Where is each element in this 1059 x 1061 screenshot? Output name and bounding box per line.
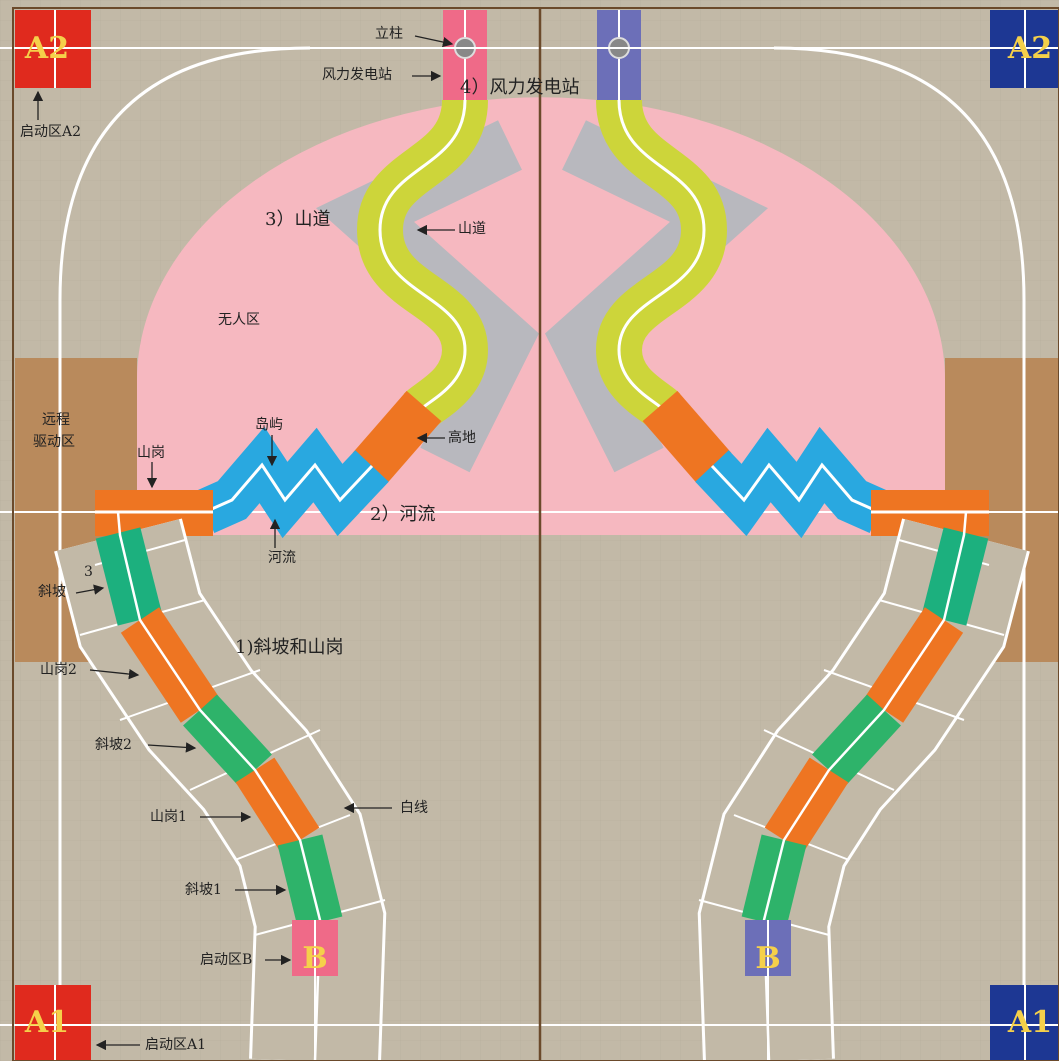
label: 斜坡1 xyxy=(185,882,222,898)
label: 河流 xyxy=(268,550,296,566)
label: 启动区A2 xyxy=(20,124,81,140)
arrow xyxy=(75,584,105,595)
label: 无人区 xyxy=(218,312,260,328)
corner-label: A1 xyxy=(1007,1005,1052,1040)
label: 立柱 xyxy=(375,26,403,42)
start-b-label: B xyxy=(302,941,327,976)
label: 启动区A1 xyxy=(145,1037,206,1053)
label: 山岗1 xyxy=(150,809,187,825)
label: 高地 xyxy=(448,429,476,446)
label: 驱动区 xyxy=(33,434,75,450)
corner-label: A2 xyxy=(1007,31,1052,66)
section-title: 4）风力发电站 xyxy=(460,77,579,98)
annotations: 立柱 风力发电站 启动区A2 山道 无人区 远程 驱动区 山岗 岛屿 高地 河流… xyxy=(20,26,486,1053)
border xyxy=(12,7,1059,1061)
section-title: 1)斜坡和山岗 xyxy=(235,637,343,658)
label: 远程 xyxy=(42,412,70,428)
label: 岛屿 xyxy=(255,417,283,433)
label: 3 xyxy=(84,564,93,580)
arrow xyxy=(147,742,197,753)
white-lines xyxy=(0,10,1059,1061)
white-lines xyxy=(314,920,769,1061)
section-title: 3）山道 xyxy=(265,209,330,230)
arrow xyxy=(414,35,454,48)
label: 斜坡 xyxy=(38,584,66,600)
section-title: 2）河流 xyxy=(370,504,435,525)
label: 山岗2 xyxy=(40,662,77,678)
arrow xyxy=(89,668,140,680)
corner-label: A1 xyxy=(24,1005,69,1040)
label: 启动区B xyxy=(200,952,252,968)
start-b-label: B xyxy=(755,941,780,976)
label: 风力发电站 xyxy=(322,67,392,83)
label: 山岗 xyxy=(137,445,165,461)
label: 白线 xyxy=(400,800,428,816)
corner-label: A2 xyxy=(24,31,69,66)
label: 山道 xyxy=(458,221,486,237)
label: 斜坡2 xyxy=(95,737,132,753)
corner-a1-left xyxy=(15,985,91,1061)
